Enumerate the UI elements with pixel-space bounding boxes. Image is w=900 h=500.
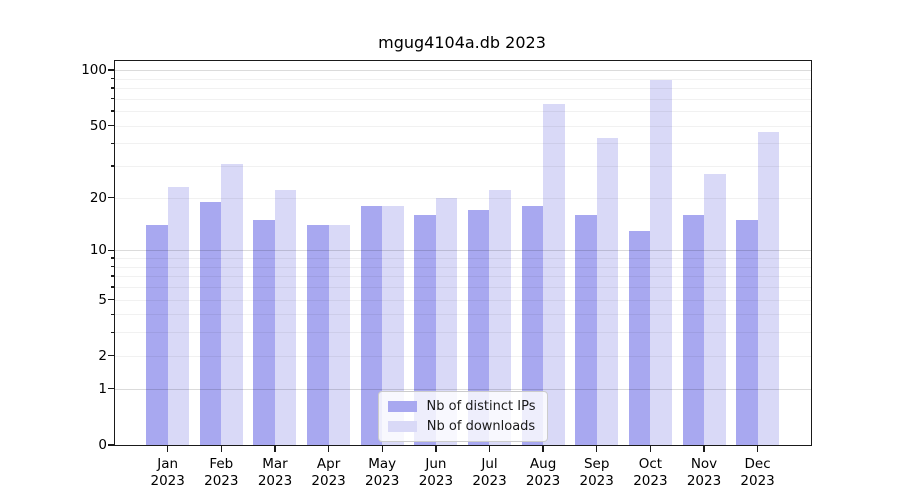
x-tick-label-nov: Nov 2023 [686,456,722,489]
y-tick-5 [107,298,114,301]
x-tick-label-dec: Dec 2023 [740,456,775,489]
x-tick-oct [649,446,652,452]
y-minor-tick-60 [110,110,114,112]
y-minor-tick-30 [110,165,114,167]
x-tick-jan [167,446,169,452]
bar-feb-downloads [221,163,243,445]
y-tick-0 [107,444,114,446]
x-tick-sep [596,446,598,452]
bar-sep-ips [575,214,597,445]
bar-may-downloads [382,205,404,445]
x-tick-label-feb: Feb 2023 [204,456,239,489]
x-tick-label-jan: Jan 2023 [150,456,185,489]
chart-title: mgug4104a.db 2023 [378,33,546,52]
bar-dec-ips [736,219,758,445]
y-tick-label-10: 10 [89,242,107,259]
x-tick-feb [220,446,222,452]
y-minor-tick-40 [110,142,114,145]
legend: Nb of distinct IPs Nb of downloads [378,391,548,442]
plot-area: 0 1 2 5 10 20 50 100 Jan 2023 Feb 2023 Mar 2023 Apr… [81,60,812,489]
bar-jun-downloads [435,197,458,445]
y-tick-label-50: 50 [89,117,107,134]
y-tick-label-1: 1 [98,380,107,397]
y-minor-tick-3 [110,331,114,334]
y-tick-label-5: 5 [98,291,107,308]
y-tick-100 [107,69,114,71]
bar-apr-downloads [328,225,351,445]
y-tick-20 [107,197,114,199]
x-tick-nov [703,446,705,452]
bar-mar-downloads [274,190,297,445]
y-minor-tick-70 [110,98,114,100]
bar-aug-downloads [543,103,565,445]
y-tick-label-100: 100 [81,62,107,79]
x-tick-label-may: May 2023 [365,456,400,489]
y-tick-label-20: 20 [89,189,107,206]
x-tick-label-mar: Mar 2023 [257,456,293,489]
x-tick-jul [488,446,491,452]
y-minor-tick-8 [110,265,114,268]
bar-feb-ips [199,201,222,445]
y-minor-tick-9 [110,257,114,259]
x-tick-jun [435,446,437,452]
y-tick-2 [107,355,114,357]
bar-jan-downloads [167,186,190,445]
x-tick-label-aug: Aug 2023 [525,456,561,489]
x-tick-label-apr: Apr 2023 [311,456,346,489]
bars-layer [115,61,811,445]
legend-label-distinct-ips: Nb of distinct IPs [426,399,536,414]
y-minor-tick-80 [110,87,114,89]
legend-swatch-downloads [388,421,417,432]
bar-apr-ips [307,225,329,445]
bar-jun-ips [414,214,436,445]
bar-mar-ips [253,219,275,445]
y-tick-10 [107,249,114,251]
y-minor-tick-90 [110,77,114,80]
x-tick-label-jul: Jul 2023 [472,456,507,489]
y-minor-tick-4 [110,313,114,315]
bar-nov-ips [682,214,704,445]
bar-aug-ips [521,205,544,445]
x-tick-mar [274,446,276,452]
x-tick-apr [327,446,330,452]
legend-swatch-distinct-ips [388,401,417,412]
legend-label-downloads: Nb of downloads [426,419,536,434]
x-tick-label-jun: Jun 2023 [418,456,454,489]
x-tick-label-oct: Oct 2023 [633,456,668,489]
x-tick-aug [542,446,544,452]
bar-oct-ips [628,230,651,445]
axis-ticks-layer: 0 1 2 5 10 20 50 100 Jan 2023 Feb 2023 Mar 2023 Apr… [81,61,811,488]
y-minor-tick-7 [110,275,114,277]
legend-item-distinct-ips: Nb of distinct IPs [388,399,537,414]
x-tick-may [381,446,383,452]
bar-jan-ips [146,225,168,445]
bar-jul-downloads [489,190,511,445]
x-tick-label-sep: Sep 2023 [579,456,614,489]
x-tick-dec [756,446,759,452]
bar-may-ips [360,205,383,445]
y-tick-50 [107,124,114,127]
bar-jul-ips [467,210,490,445]
legend-item-downloads: Nb of downloads [388,419,537,434]
y-tick-1 [107,388,114,390]
bar-oct-downloads [650,79,672,445]
bar-dec-downloads [757,132,780,445]
bar-sep-downloads [596,137,619,445]
y-tick-label-2: 2 [98,347,107,364]
y-minor-tick-6 [110,286,114,288]
bar-nov-downloads [704,174,726,445]
y-tick-label-0: 0 [98,437,107,453]
